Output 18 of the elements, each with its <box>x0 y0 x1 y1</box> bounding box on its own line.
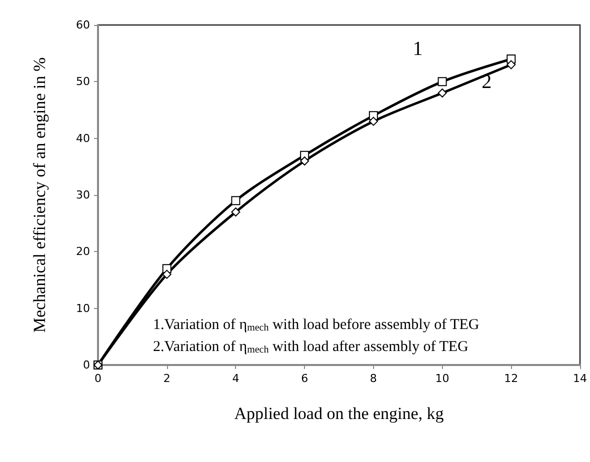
x-tick-label: 12 <box>504 372 518 385</box>
x-tick-label: 14 <box>573 372 587 385</box>
x-tick-label: 6 <box>301 372 308 385</box>
y-tick-label: 60 <box>76 18 90 32</box>
x-axis-title: Applied load on the engine, kg <box>234 404 444 423</box>
x-tick-label: 4 <box>232 372 240 385</box>
x-tick-label: 0 <box>94 372 102 385</box>
y-tick-label: 30 <box>76 188 90 202</box>
x-tick-label: 10 <box>435 372 450 385</box>
x-tick-label: 2 <box>163 372 170 385</box>
x-tick-label: 8 <box>370 372 377 385</box>
series-label: 1 <box>412 38 423 60</box>
y-tick-label: 10 <box>76 302 90 315</box>
y-axis-title: Mechanical efficiency of an engine in % <box>30 57 49 333</box>
y-tick-label: 50 <box>76 75 90 88</box>
y-tick-label: 20 <box>76 245 90 258</box>
y-tick-label: 40 <box>76 132 90 145</box>
y-tick-label: 0 <box>83 358 90 372</box>
